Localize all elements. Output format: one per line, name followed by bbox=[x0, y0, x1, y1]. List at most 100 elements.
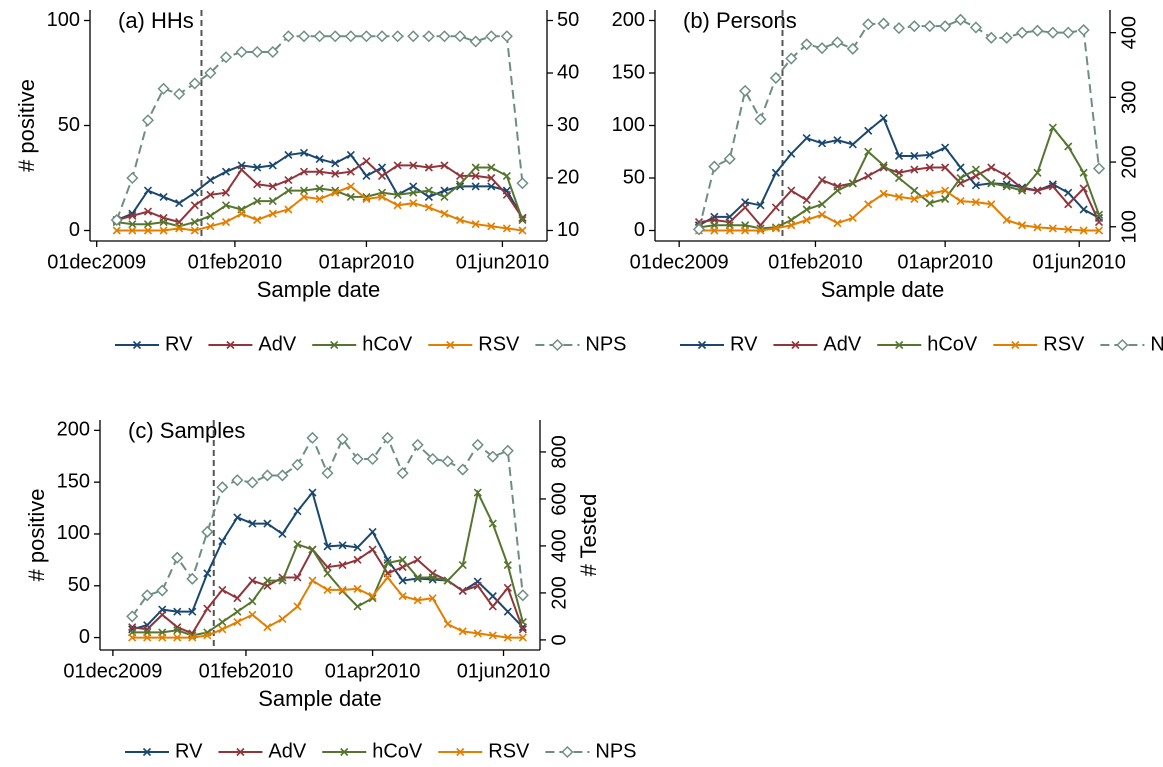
marker bbox=[393, 161, 402, 170]
marker bbox=[293, 602, 302, 611]
legend-label: hCoV bbox=[372, 740, 423, 762]
legend-marker bbox=[142, 747, 152, 757]
marker bbox=[218, 625, 227, 634]
marker bbox=[710, 226, 719, 235]
marker bbox=[409, 188, 418, 197]
marker bbox=[1064, 225, 1073, 234]
marker bbox=[377, 171, 387, 180]
marker bbox=[1048, 224, 1057, 233]
marker bbox=[692, 223, 706, 236]
y2-tick-label: 800 bbox=[548, 435, 570, 468]
marker bbox=[879, 114, 888, 123]
marker bbox=[201, 525, 214, 538]
legend-label: RV bbox=[175, 740, 203, 762]
marker bbox=[941, 143, 950, 152]
marker bbox=[910, 186, 919, 195]
x-tick-label: 01jun2010 bbox=[457, 660, 550, 682]
marker bbox=[428, 573, 437, 582]
marker bbox=[458, 560, 467, 570]
marker bbox=[1031, 24, 1044, 37]
marker bbox=[143, 633, 152, 642]
marker bbox=[941, 194, 950, 204]
marker bbox=[398, 563, 407, 572]
marker bbox=[219, 51, 233, 64]
marker bbox=[218, 585, 227, 594]
marker bbox=[488, 519, 497, 528]
marker bbox=[173, 623, 182, 632]
legend-marker bbox=[895, 340, 904, 350]
x-axis-title: Sample date bbox=[258, 686, 382, 711]
marker bbox=[1048, 123, 1057, 132]
marker bbox=[338, 560, 347, 570]
marker bbox=[128, 226, 137, 235]
marker bbox=[500, 30, 513, 43]
y2-tick-label: 400 bbox=[548, 529, 570, 562]
marker bbox=[248, 576, 257, 585]
y2-tick-label: 200 bbox=[548, 576, 570, 609]
legend-marker bbox=[456, 747, 465, 757]
marker bbox=[188, 77, 201, 90]
marker bbox=[353, 602, 362, 611]
marker bbox=[471, 438, 484, 451]
marker bbox=[266, 45, 279, 59]
marker bbox=[471, 220, 480, 229]
y2-tick-label: 0 bbox=[548, 634, 570, 645]
marker bbox=[424, 203, 433, 212]
marker bbox=[473, 488, 482, 497]
marker bbox=[263, 519, 272, 528]
legend-marker bbox=[446, 340, 455, 350]
marker bbox=[817, 139, 827, 148]
marker bbox=[516, 177, 529, 190]
marker bbox=[413, 555, 422, 564]
marker bbox=[248, 519, 257, 528]
marker bbox=[323, 585, 332, 594]
marker bbox=[293, 573, 302, 582]
marker bbox=[329, 30, 342, 43]
marker bbox=[487, 182, 496, 191]
marker bbox=[723, 152, 736, 165]
marker bbox=[204, 66, 217, 80]
marker bbox=[253, 215, 262, 225]
marker bbox=[954, 13, 967, 26]
marker bbox=[848, 179, 857, 188]
marker bbox=[848, 213, 857, 222]
marker bbox=[253, 163, 262, 172]
marker bbox=[381, 431, 394, 444]
marker bbox=[787, 186, 796, 195]
marker bbox=[910, 165, 919, 174]
marker bbox=[487, 173, 496, 183]
marker bbox=[879, 161, 888, 170]
marker bbox=[143, 186, 153, 195]
marker bbox=[956, 197, 965, 206]
marker bbox=[862, 18, 875, 31]
marker bbox=[1094, 210, 1104, 219]
marker bbox=[754, 113, 767, 126]
legend-marker bbox=[330, 340, 339, 350]
legend-marker bbox=[551, 338, 564, 352]
marker bbox=[440, 161, 449, 170]
marker bbox=[969, 21, 982, 34]
marker bbox=[987, 179, 996, 188]
series-line bbox=[132, 575, 523, 639]
marker bbox=[864, 126, 873, 135]
x-tick-label: 01feb2010 bbox=[768, 251, 863, 273]
marker bbox=[315, 155, 324, 164]
y-tick-label: 50 bbox=[68, 574, 90, 596]
legend-label: AdV bbox=[268, 740, 306, 762]
marker bbox=[344, 30, 357, 43]
marker bbox=[925, 163, 934, 172]
legend-marker bbox=[226, 340, 235, 350]
legend-label: NPS bbox=[585, 333, 626, 355]
marker bbox=[518, 215, 527, 225]
marker bbox=[157, 82, 170, 95]
marker bbox=[787, 221, 796, 230]
marker bbox=[502, 224, 511, 233]
marker bbox=[396, 467, 409, 480]
marker bbox=[377, 192, 387, 201]
marker bbox=[409, 161, 418, 170]
marker bbox=[278, 614, 287, 623]
marker bbox=[190, 218, 199, 227]
marker bbox=[346, 192, 355, 201]
marker bbox=[518, 633, 527, 642]
marker bbox=[971, 181, 980, 190]
